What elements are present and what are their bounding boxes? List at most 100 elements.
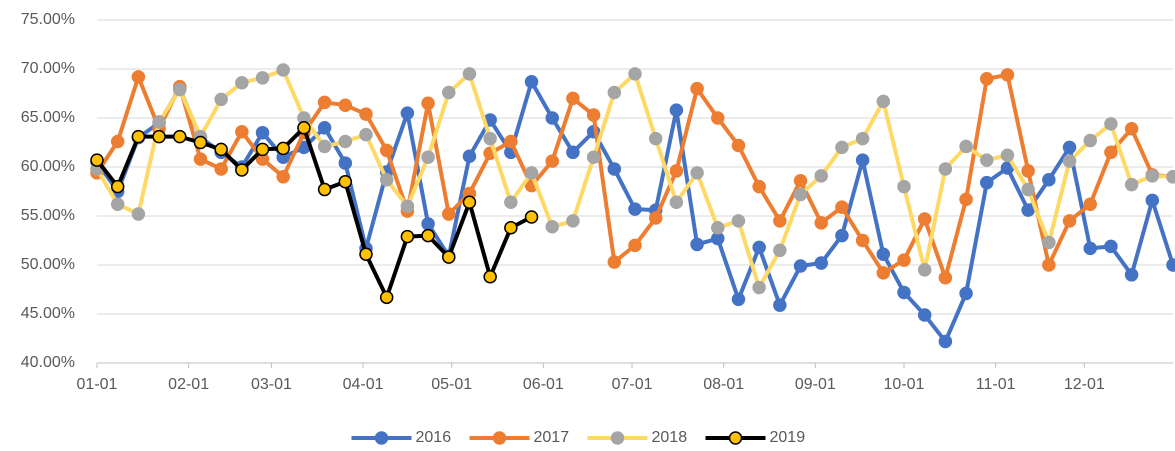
marker	[855, 131, 870, 146]
legend-item: 2018	[587, 429, 688, 446]
x-tick-label: 10-01	[884, 376, 925, 393]
marker	[214, 92, 228, 107]
marker	[1124, 177, 1139, 192]
marker	[442, 250, 456, 264]
marker	[607, 85, 622, 100]
marker	[814, 169, 828, 183]
marker	[876, 247, 891, 261]
marker	[628, 67, 642, 81]
marker	[711, 111, 725, 125]
x-tick-label: 06-01	[523, 376, 564, 393]
marker	[462, 67, 477, 81]
marker	[1042, 172, 1056, 187]
marker	[379, 172, 394, 187]
marker	[938, 334, 953, 349]
marker	[504, 195, 518, 210]
marker	[317, 139, 332, 154]
marker	[338, 156, 353, 170]
marker	[855, 233, 870, 248]
marker	[1000, 148, 1015, 162]
x-tick-label: 02-01	[168, 376, 209, 393]
marker	[442, 207, 456, 221]
marker	[255, 142, 270, 157]
marker	[524, 74, 539, 89]
marker	[152, 129, 166, 144]
marker	[711, 221, 725, 235]
marker	[752, 240, 766, 255]
marker	[586, 108, 601, 122]
marker	[690, 237, 704, 252]
marker	[1042, 235, 1056, 250]
marker	[731, 214, 746, 228]
legend-label: 2018	[652, 429, 688, 446]
marker	[1145, 169, 1160, 183]
marker	[855, 153, 870, 167]
marker	[1104, 145, 1118, 160]
marker	[628, 202, 642, 216]
marker	[835, 228, 849, 243]
marker	[876, 94, 891, 109]
marker	[338, 174, 353, 189]
marker	[980, 175, 994, 190]
marker	[214, 162, 228, 176]
marker	[648, 131, 663, 146]
legend-marker	[492, 431, 507, 445]
marker	[1166, 170, 1175, 184]
legend-item: 2016	[351, 429, 451, 446]
legend-marker	[374, 431, 389, 445]
x-tick-label: 07-01	[612, 376, 653, 393]
marker	[1166, 258, 1175, 272]
marker	[897, 179, 911, 194]
marker	[235, 75, 249, 90]
legend-marker	[728, 431, 743, 445]
marker	[938, 270, 953, 285]
x-tick-label: 09-01	[795, 376, 836, 393]
marker	[1042, 258, 1056, 272]
marker	[917, 212, 932, 226]
marker	[110, 134, 125, 149]
marker	[90, 153, 104, 167]
marker	[835, 200, 849, 214]
marker	[131, 70, 146, 84]
marker	[359, 247, 373, 261]
marker	[317, 95, 332, 110]
marker	[524, 210, 539, 224]
marker	[379, 143, 394, 158]
marker	[276, 141, 290, 156]
marker	[607, 255, 622, 269]
legend-item: 2017	[469, 429, 569, 446]
marker	[1062, 140, 1077, 155]
marker	[669, 164, 684, 178]
marker	[193, 135, 208, 150]
marker	[566, 91, 580, 106]
marker	[276, 63, 290, 77]
marker	[752, 280, 766, 295]
marker	[297, 121, 311, 135]
marker	[504, 134, 518, 149]
marker	[110, 179, 125, 194]
marker	[524, 166, 539, 180]
marker	[255, 71, 270, 85]
marker	[669, 195, 684, 210]
marker	[235, 124, 249, 139]
marker	[793, 173, 808, 188]
marker	[959, 192, 973, 207]
marker	[359, 107, 373, 121]
marker	[317, 121, 332, 135]
marker	[545, 154, 559, 168]
marker	[173, 129, 187, 144]
x-tick-label: 08-01	[703, 376, 744, 393]
marker	[338, 134, 353, 149]
marker	[566, 145, 580, 160]
marker	[731, 138, 746, 153]
marker	[421, 228, 435, 243]
marker	[731, 292, 746, 307]
marker	[773, 243, 787, 258]
marker	[1083, 241, 1097, 256]
y-tick-label: 70.00%	[21, 60, 75, 77]
marker	[400, 199, 415, 213]
marker	[1083, 197, 1097, 211]
marker	[607, 162, 622, 176]
